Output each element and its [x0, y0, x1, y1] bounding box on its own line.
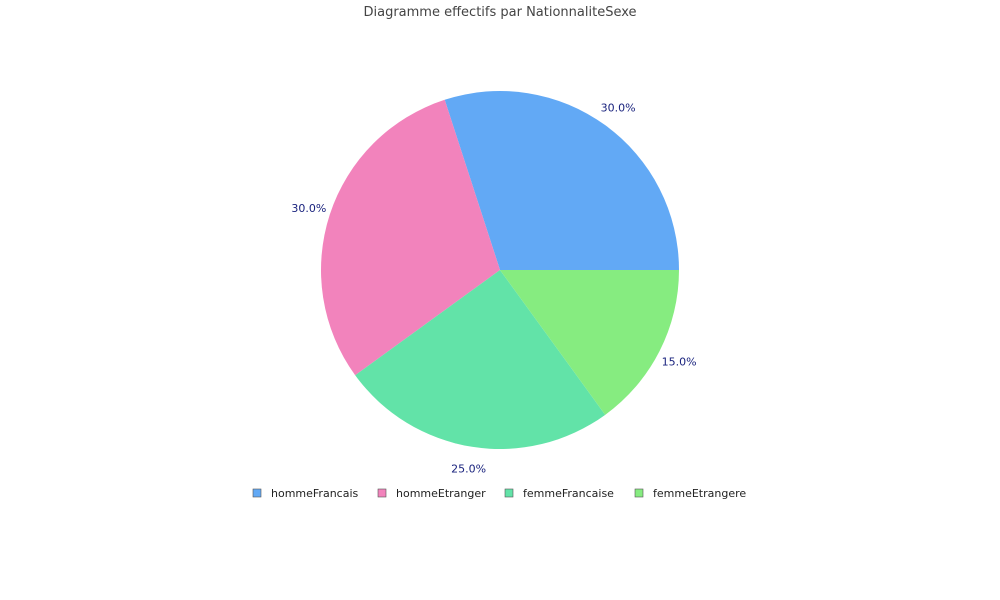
legend-swatch-femmeFrancaise	[504, 488, 514, 498]
pie-label-hommeEtranger: 30.0%	[291, 202, 326, 215]
legend-swatch-femmeEtrangere	[634, 488, 644, 498]
legend-item-femmeFrancaise[interactable]: femmeFrancaise	[504, 487, 614, 500]
pie-slice-hommeEtranger[interactable]	[320, 99, 500, 376]
legend-label-hommeFrancais: hommeFrancais	[271, 487, 359, 500]
chart-title: Diagramme effectifs par NationnaliteSexe	[363, 5, 637, 20]
pie-slice-femmeEtrangere[interactable]	[500, 270, 679, 415]
pie-slices	[320, 91, 679, 449]
legend-swatch-hommeFrancais	[252, 488, 262, 498]
pie-slice-femmeFrancaise[interactable]	[355, 270, 606, 449]
legend-item-hommeFrancais[interactable]: hommeFrancais	[252, 487, 359, 500]
legend: hommeFrancais hommeEtranger femmeFrancaise…	[252, 487, 746, 500]
legend-label-hommeEtranger: hommeEtranger	[396, 487, 486, 500]
legend-item-femmeEtrangere[interactable]: femmeEtrangere	[634, 487, 746, 500]
legend-label-femmeFrancaise: femmeFrancaise	[523, 487, 614, 500]
pie-label-hommeFrancais: 30.0%	[601, 101, 636, 114]
legend-swatch-hommeEtranger	[377, 488, 387, 498]
legend-item-hommeEtranger[interactable]: hommeEtranger	[377, 487, 486, 500]
pie-label-femmeFrancaise: 25.0%	[451, 463, 486, 476]
pie-labels: 30.0% 30.0% 25.0% 15.0%	[291, 101, 696, 475]
pie-label-femmeEtrangere: 15.0%	[662, 355, 697, 368]
legend-label-femmeEtrangere: femmeEtrangere	[653, 487, 746, 500]
pie-slice-hommeFrancais[interactable]	[444, 91, 679, 271]
